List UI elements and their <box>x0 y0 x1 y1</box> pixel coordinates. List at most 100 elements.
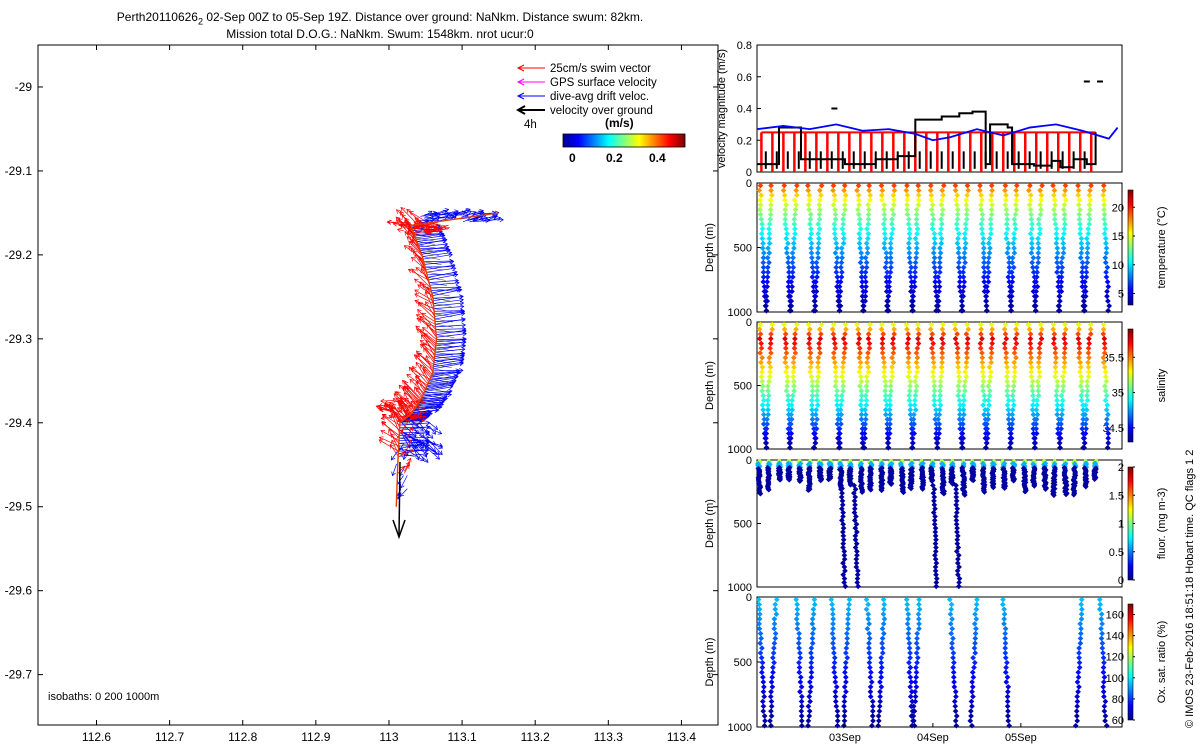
temperature-marker <box>963 226 969 232</box>
swim-vector <box>405 439 413 452</box>
temperature-marker <box>929 221 936 227</box>
salinity-marker <box>766 354 773 361</box>
salinity-marker <box>938 373 945 380</box>
temperature-marker <box>1085 240 1091 247</box>
salinity-marker <box>759 402 766 408</box>
salinity-marker <box>928 335 935 342</box>
temperature-marker <box>936 259 943 266</box>
temperature-marker <box>816 211 823 218</box>
temperature-marker <box>1082 303 1088 309</box>
salinity-marker <box>833 373 839 380</box>
temperature-marker <box>836 283 843 290</box>
temperature-marker <box>758 230 765 237</box>
salinity-marker <box>757 350 763 356</box>
salinity-marker <box>887 402 893 408</box>
temperature-marker <box>932 240 938 247</box>
drift-vector <box>424 214 435 220</box>
temperature-marker <box>817 197 823 203</box>
temperature-marker <box>1004 211 1010 218</box>
drift-vector <box>426 380 456 388</box>
temperature-marker <box>833 264 840 271</box>
temperature-marker <box>1033 279 1039 285</box>
temperature-marker <box>1006 254 1012 261</box>
temperature-marker <box>963 197 970 203</box>
salinity-marker <box>842 340 848 347</box>
temperature-marker <box>1105 307 1111 314</box>
salinity-marker <box>933 421 940 427</box>
temperature-marker <box>978 192 984 199</box>
salinity-marker <box>964 345 971 352</box>
temperature-marker <box>1012 202 1019 208</box>
temperature-marker <box>885 307 892 314</box>
swim-vector <box>426 323 437 338</box>
salinity-marker <box>806 331 812 337</box>
temperature-marker <box>1101 197 1107 203</box>
legend-gps-label: GPS surface velocity <box>550 77 657 89</box>
salinity-markers <box>756 321 1112 451</box>
map-xtick-label: 112.8 <box>228 730 257 744</box>
temperature-marker <box>1076 197 1083 203</box>
temperature-marker <box>839 269 845 276</box>
temperature-marker <box>988 206 995 213</box>
temperature-marker <box>791 235 797 242</box>
salinity-marker <box>808 373 815 380</box>
map-xtick-label: 112.7 <box>155 730 184 744</box>
salinity-marker <box>782 359 789 366</box>
temperature-marker <box>863 240 870 247</box>
temperature-marker <box>1084 250 1091 256</box>
temperature-marker <box>1087 197 1094 203</box>
swim-vector <box>388 428 399 449</box>
salinity-marker <box>865 331 872 337</box>
temperature-marker <box>952 182 959 189</box>
salinity-marker <box>784 378 791 385</box>
temperature-marker <box>954 211 961 218</box>
swim-vector <box>417 302 436 320</box>
temperature-marker <box>859 264 866 271</box>
salinity-marker <box>879 345 886 352</box>
temperature-marker <box>1087 187 1093 194</box>
swim-vector <box>422 342 435 361</box>
temperature-marker <box>1084 254 1091 261</box>
temperature-marker <box>888 235 894 242</box>
salinity-marker <box>887 416 893 423</box>
temperature-marker <box>887 269 894 276</box>
velocity-axes <box>756 44 1123 173</box>
temperature-marker <box>1030 254 1037 261</box>
temperature-marker <box>1027 230 1034 237</box>
temperature-marker <box>1028 216 1035 223</box>
temperature-marker <box>1008 307 1015 314</box>
salinity-marker <box>956 397 963 404</box>
salinity-marker <box>765 388 771 394</box>
temperature-marker <box>954 216 961 223</box>
temperature-marker <box>1062 182 1069 189</box>
temperature-marker <box>789 259 796 266</box>
temperature-marker <box>808 226 814 232</box>
temperature-marker <box>889 206 896 213</box>
salinity-marker <box>781 321 787 328</box>
salinity-marker <box>956 388 962 394</box>
salinity-marker <box>785 397 791 404</box>
salinity-marker <box>864 378 870 385</box>
temperature-marker <box>862 288 869 295</box>
swim-vector <box>415 374 426 391</box>
salinity-marker <box>906 369 913 375</box>
map-legend: 25cm/s swim vector GPS surface velocity … <box>515 63 686 165</box>
velocity-blue-series <box>756 123 1119 142</box>
temperature-marker <box>1003 221 1010 227</box>
swim-vector <box>378 407 392 413</box>
temperature-marker <box>908 274 914 280</box>
drift-vector <box>435 343 466 351</box>
salinity-marker <box>890 335 896 342</box>
salinity-marker <box>931 364 937 371</box>
salinity-marker <box>891 331 898 337</box>
salinity-marker <box>956 378 963 385</box>
salinity-marker <box>936 411 943 418</box>
map-ytick-label: -29.4 <box>5 416 33 430</box>
salinity-marker <box>858 373 864 380</box>
drift-vector <box>428 272 459 281</box>
temperature-marker <box>859 283 865 290</box>
salinity-marker <box>934 444 941 451</box>
temperature-marker <box>915 192 922 199</box>
salinity-marker <box>837 416 843 423</box>
salinity-marker <box>842 331 848 337</box>
